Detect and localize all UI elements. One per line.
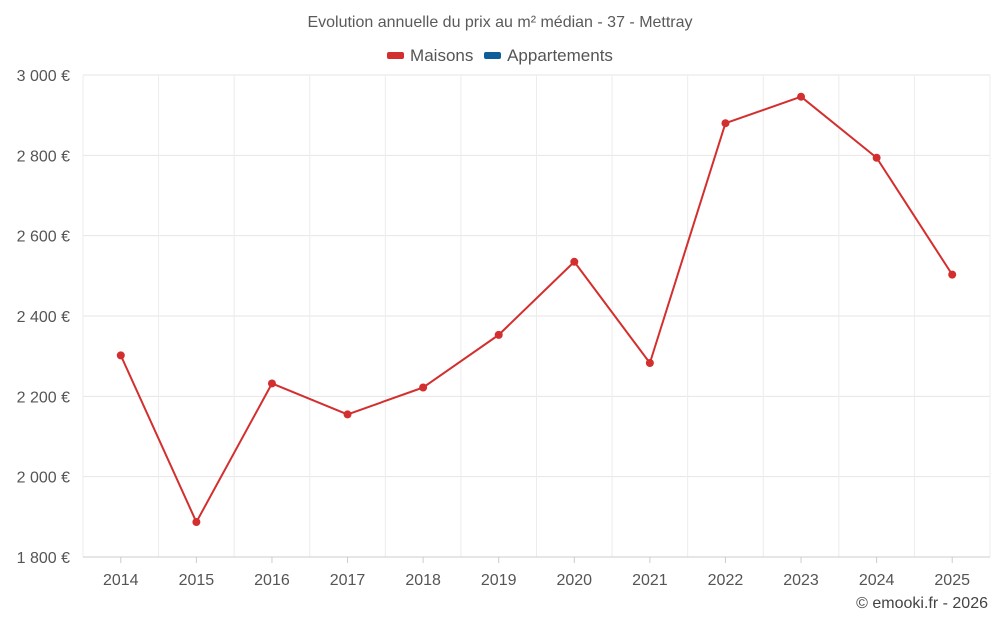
data-point-2014 — [116, 351, 125, 360]
y-tick-label: 2 400 € — [17, 309, 70, 326]
legend: Maisons Appartements — [0, 44, 1000, 66]
data-point-2017 — [343, 410, 352, 419]
x-tick-label: 2020 — [556, 572, 592, 589]
legend-item-maisons[interactable]: Maisons — [387, 46, 473, 66]
data-point-2018 — [419, 383, 428, 392]
data-point-2023 — [797, 92, 806, 101]
x-tick-label: 2019 — [481, 572, 517, 589]
data-point-2025 — [948, 270, 957, 279]
x-tick-label: 2018 — [405, 572, 441, 589]
y-tick-label: 3 000 € — [17, 68, 70, 85]
x-tick-label: 2017 — [330, 572, 366, 589]
data-point-2021 — [645, 358, 654, 367]
legend-item-appartements[interactable]: Appartements — [484, 46, 613, 66]
legend-label-appartements: Appartements — [507, 45, 613, 65]
x-tick-label: 2014 — [103, 572, 139, 589]
y-tick-label: 1 800 € — [17, 550, 70, 567]
x-tick-label: 2021 — [632, 572, 668, 589]
credit-text: © emooki.fr - 2026 — [856, 595, 988, 612]
x-tick-label: 2023 — [783, 572, 819, 589]
x-tick-label: 2016 — [254, 572, 290, 589]
y-tick-label: 2 000 € — [17, 470, 70, 487]
legend-label-maisons: Maisons — [410, 45, 474, 65]
data-point-2022 — [721, 119, 730, 128]
data-point-2024 — [872, 153, 881, 162]
x-tick-label: 2022 — [708, 572, 744, 589]
data-point-2015 — [192, 518, 201, 527]
x-tick-label: 2015 — [179, 572, 215, 589]
data-point-2020 — [570, 257, 579, 266]
legend-swatch-maisons — [387, 52, 405, 59]
data-point-2019 — [494, 330, 503, 339]
legend-swatch-appartements — [484, 52, 502, 59]
data-point-2016 — [267, 379, 276, 388]
series-line-maisons — [119, 95, 954, 524]
x-tick-label: 2025 — [934, 572, 970, 589]
x-tick-label: 2024 — [859, 572, 895, 589]
y-tick-label: 2 200 € — [17, 389, 70, 406]
chart-title: Evolution annuelle du prix au m² médian … — [307, 14, 693, 31]
y-tick-label: 2 600 € — [17, 229, 70, 246]
y-tick-label: 2 800 € — [17, 148, 70, 165]
